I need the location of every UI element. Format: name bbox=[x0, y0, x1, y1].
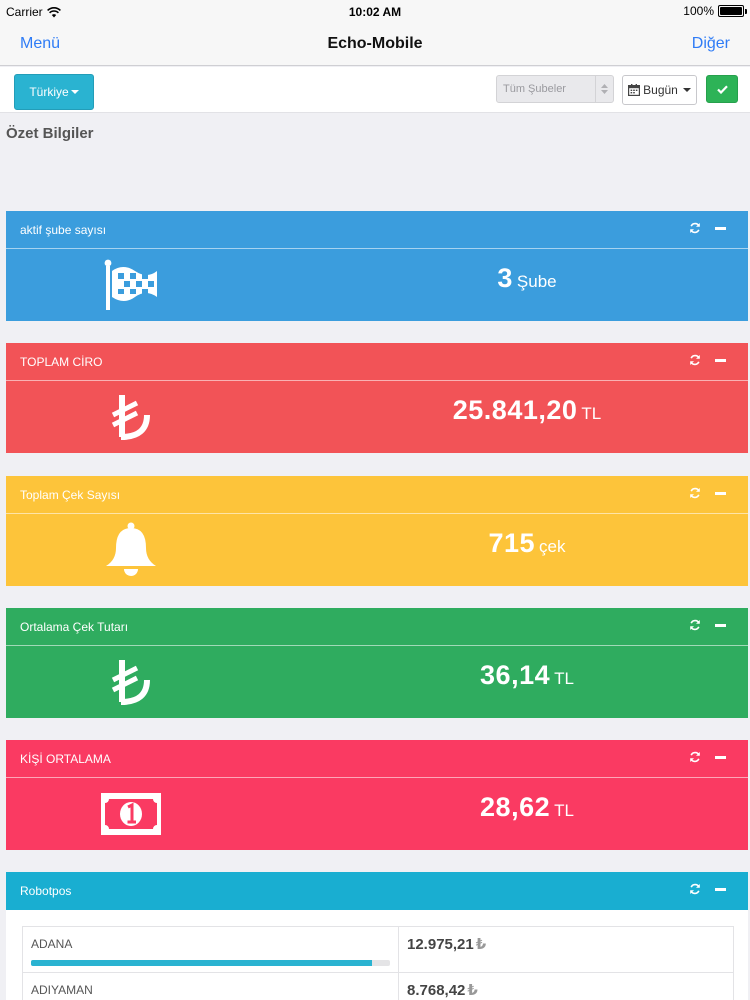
more-button[interactable]: Diğer bbox=[691, 35, 730, 52]
branch-amount-cell: 8.768,42 ₺ bbox=[398, 972, 734, 1000]
lira-icon bbox=[86, 387, 176, 447]
branch-select-label: Tüm Şubeler bbox=[503, 83, 566, 95]
menu-button[interactable]: Menü bbox=[20, 35, 61, 52]
card-unit: TL bbox=[554, 669, 574, 688]
branch-amount: 12.975,21 bbox=[407, 936, 474, 953]
banknote-icon bbox=[86, 784, 176, 844]
card-title: Toplam Çek Sayısı bbox=[20, 488, 121, 502]
carrier-label: Carrier bbox=[6, 5, 43, 19]
card-unit: Şube bbox=[516, 272, 557, 291]
per-person-average-card: KİŞİ ORTALAMA 28,62 TL bbox=[6, 740, 748, 850]
date-dropdown[interactable]: Bugün bbox=[622, 75, 697, 105]
branch-name-cell: ADIYAMAN bbox=[22, 972, 399, 1000]
branch-name-cell: ADANA bbox=[22, 926, 399, 973]
card-value: 28,62 bbox=[480, 792, 551, 822]
date-label: Bugün bbox=[643, 83, 678, 97]
card-value-cell: 28,62 TL bbox=[306, 792, 748, 823]
card-header: Toplam Çek Sayısı bbox=[6, 476, 748, 514]
branch-name: ADANA bbox=[31, 937, 73, 951]
collapse-icon[interactable] bbox=[715, 491, 726, 495]
table-row: ADANA 12.975,21 ₺ bbox=[22, 926, 734, 973]
robotpos-header: Robotpos bbox=[6, 872, 748, 910]
card-value: 715 bbox=[488, 528, 536, 558]
collapse-icon[interactable] bbox=[715, 358, 726, 362]
card-value: 36,14 bbox=[480, 660, 551, 690]
card-header: Ortalama Çek Tutarı bbox=[6, 608, 748, 646]
robotpos-title: Robotpos bbox=[20, 884, 72, 898]
navigation-bar: Menü Echo-Mobile Diğer bbox=[0, 24, 750, 66]
filter-toolbar: Türkiye Tüm Şubeler Bugün bbox=[0, 67, 750, 113]
calendar-icon bbox=[628, 84, 641, 96]
collapse-icon[interactable] bbox=[715, 887, 726, 891]
branch-amount-cell: 12.975,21 ₺ bbox=[398, 926, 734, 973]
card-body: 715 çek bbox=[6, 514, 748, 586]
refresh-icon[interactable] bbox=[689, 222, 701, 234]
caret-down-icon bbox=[70, 90, 79, 94]
card-title: Ortalama Çek Tutarı bbox=[20, 620, 129, 634]
refresh-icon[interactable] bbox=[689, 354, 701, 366]
lira-sign: ₺ bbox=[467, 982, 478, 999]
revenue-progress-bar bbox=[31, 960, 390, 966]
card-body: 28,62 TL bbox=[6, 778, 748, 850]
wifi-icon bbox=[46, 6, 61, 17]
card-unit: TL bbox=[554, 801, 574, 820]
card-body: 3 Şube bbox=[6, 249, 748, 321]
branch-select[interactable]: Tüm Şubeler bbox=[496, 75, 614, 103]
bell-icon bbox=[86, 520, 176, 580]
total-revenue-card: TOPLAM CİRO 25.841,20 TL bbox=[6, 343, 748, 453]
branch-revenue-table: ADANA 12.975,21 ₺ ADIYAMAN 8.768,42 ₺ bbox=[22, 926, 734, 1000]
table-row: ADIYAMAN 8.768,42 ₺ bbox=[22, 972, 734, 1000]
card-value-cell: 715 çek bbox=[306, 528, 748, 559]
branch-amount: 8.768,42 bbox=[407, 982, 466, 999]
refresh-icon[interactable] bbox=[689, 751, 701, 763]
lira-icon bbox=[86, 652, 176, 712]
collapse-icon[interactable] bbox=[715, 623, 726, 627]
battery-icon bbox=[718, 5, 747, 17]
carrier-info: Carrier bbox=[6, 5, 61, 19]
total-check-count-card: Toplam Çek Sayısı 715 çek bbox=[6, 476, 748, 586]
refresh-icon[interactable] bbox=[689, 883, 701, 895]
section-title: Özet Bilgiler bbox=[6, 125, 94, 142]
refresh-icon[interactable] bbox=[689, 487, 701, 499]
refresh-icon[interactable] bbox=[689, 619, 701, 631]
card-value-cell: 3 Şube bbox=[306, 263, 748, 294]
collapse-icon[interactable] bbox=[715, 755, 726, 759]
card-title: aktif şube sayısı bbox=[20, 223, 107, 237]
card-header: aktif şube sayısı bbox=[6, 211, 748, 249]
average-check-card: Ortalama Çek Tutarı 36,14 TL bbox=[6, 608, 748, 718]
card-title: KİŞİ ORTALAMA bbox=[20, 752, 111, 766]
battery-percent: 100% bbox=[683, 4, 714, 18]
card-unit: çek bbox=[539, 537, 566, 556]
active-branch-card: aktif şube sayısı 3 Şube bbox=[6, 211, 748, 321]
card-header: KİŞİ ORTALAMA bbox=[6, 740, 748, 778]
card-value: 3 bbox=[497, 263, 513, 293]
battery-status: 100% bbox=[683, 4, 747, 18]
card-value-cell: 36,14 TL bbox=[306, 660, 748, 691]
collapse-icon[interactable] bbox=[715, 226, 726, 230]
status-bar: Carrier 10:02 AM 100% bbox=[0, 0, 750, 24]
dropdown-arrow-icon bbox=[595, 76, 613, 102]
card-title: TOPLAM CİRO bbox=[20, 355, 103, 369]
card-value: 25.841,20 bbox=[452, 395, 578, 425]
card-body: 25.841,20 TL bbox=[6, 381, 748, 453]
robotpos-widget: Robotpos ADANA 12.975,21 ₺ ADIYAMAN bbox=[6, 872, 748, 1000]
card-value-cell: 25.841,20 TL bbox=[306, 395, 748, 426]
country-dropdown[interactable]: Türkiye bbox=[14, 74, 94, 110]
branch-name: ADIYAMAN bbox=[31, 983, 93, 997]
country-label: Türkiye bbox=[29, 85, 69, 99]
lira-sign: ₺ bbox=[475, 936, 487, 953]
card-unit: TL bbox=[581, 404, 602, 423]
app-title: Echo-Mobile bbox=[327, 35, 423, 52]
apply-filter-button[interactable] bbox=[706, 75, 738, 103]
flag-icon bbox=[86, 255, 176, 315]
status-time: 10:02 AM bbox=[348, 5, 402, 19]
progress-fill bbox=[31, 960, 373, 966]
caret-down-icon bbox=[682, 88, 691, 92]
card-body: 36,14 TL bbox=[6, 646, 748, 718]
card-header: TOPLAM CİRO bbox=[6, 343, 748, 381]
check-icon bbox=[716, 84, 728, 94]
